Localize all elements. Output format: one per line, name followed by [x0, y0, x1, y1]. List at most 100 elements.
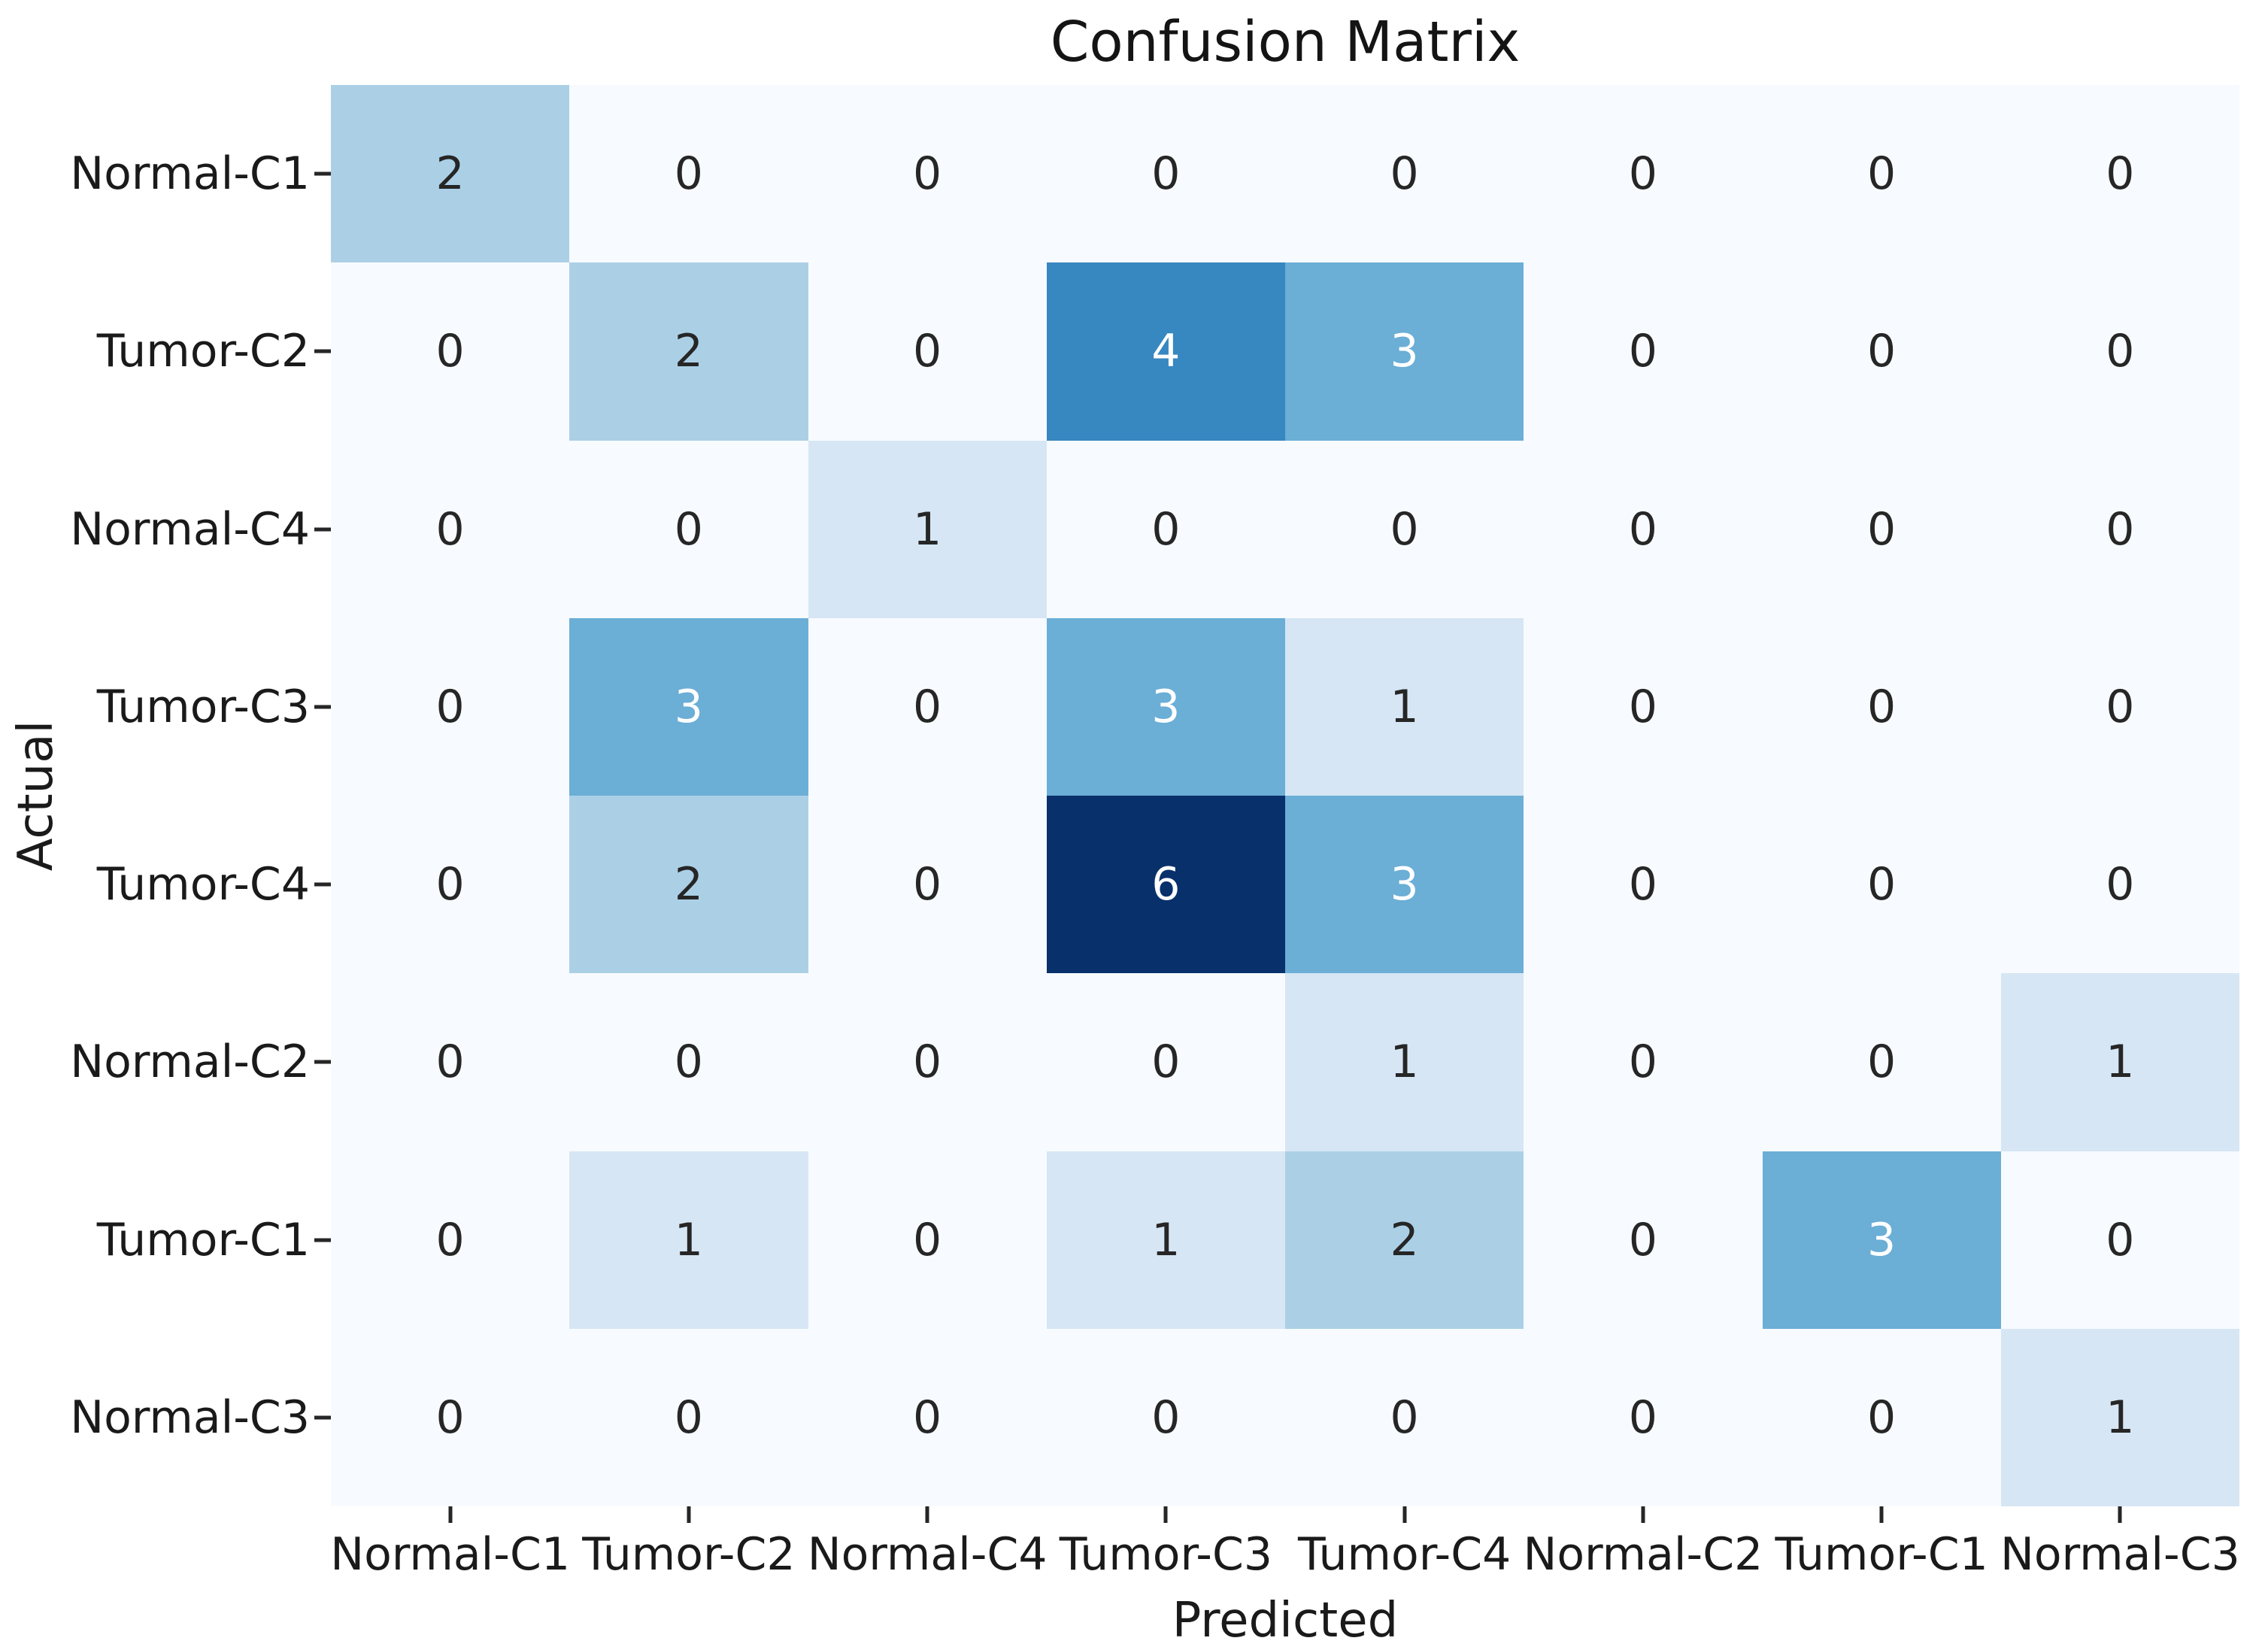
heatmap-cell: 0: [1285, 85, 1524, 263]
heatmap-cell: 0: [808, 617, 1047, 796]
heatmap-cell: 0: [1762, 1328, 2001, 1506]
heatmap-cell: 4: [1046, 262, 1285, 441]
y-tick-labels: Normal-C1 Tumor-C2 Normal-C4 Tumor-C3 Tumor-…: [0, 85, 310, 1506]
heatmap-cell: 0: [569, 1328, 808, 1506]
heatmap-cell: 0: [1046, 973, 1285, 1151]
heatmap-cell: 0: [331, 440, 570, 618]
heatmap-cell: 1: [808, 440, 1047, 618]
x-tick-mark: [1879, 1506, 1884, 1523]
y-tick-label: Normal-C3: [70, 1391, 310, 1444]
x-tick-mark: [1163, 1506, 1168, 1523]
heatmap-cell: 0: [1524, 85, 1763, 263]
heatmap-cell: 3: [1285, 796, 1524, 974]
heatmap-cell: 2: [569, 262, 808, 441]
x-tick-label: Tumor-C4: [1297, 1528, 1511, 1581]
x-tick-labels: Normal-C1 Tumor-C2 Normal-C4 Tumor-C3 Tumor-…: [330, 1528, 2240, 1581]
heatmap-cell: 0: [1524, 262, 1763, 441]
heatmap-cell: 0: [331, 1151, 570, 1329]
heatmap-cell: 0: [808, 796, 1047, 974]
heatmap-cell: 0: [1524, 1151, 1763, 1329]
heatmap-cell: 0: [1762, 440, 2001, 618]
heatmap-cell: 0: [2000, 796, 2239, 974]
heatmap-cell: 1: [1285, 617, 1524, 796]
heatmap-cell: 0: [1762, 973, 2001, 1151]
heatmap-cell: 0: [331, 1328, 570, 1506]
heatmap-cell: 0: [1285, 1328, 1524, 1506]
y-tick-label: Normal-C4: [70, 502, 310, 556]
heatmap-cell: 0: [331, 796, 570, 974]
heatmap-cell: 0: [1762, 617, 2001, 796]
heatmap-cell: 2: [569, 796, 808, 974]
heatmap-cell: 0: [1762, 262, 2001, 441]
heatmap-cell: 0: [2000, 85, 2239, 263]
x-tick-mark: [1402, 1506, 1407, 1523]
heatmap-cell: 0: [808, 973, 1047, 1151]
heatmap-cell: 0: [569, 85, 808, 263]
y-tick-mark: [314, 705, 331, 709]
y-tick-label: Tumor-C3: [96, 680, 310, 733]
y-tick-mark: [314, 1415, 331, 1420]
heatmap-cell: 3: [569, 617, 808, 796]
heatmap-cell: 0: [808, 85, 1047, 263]
y-tick-mark: [314, 882, 331, 887]
y-tick-label: Normal-C1: [70, 147, 310, 201]
heatmap-cell: 1: [1285, 973, 1524, 1151]
x-tick-label: Normal-C1: [330, 1528, 571, 1581]
x-tick-label: Normal-C4: [807, 1528, 1048, 1581]
heatmap-cell: 1: [2000, 973, 2239, 1151]
x-tick-marks: [331, 1506, 2239, 1524]
y-tick-mark: [314, 1238, 331, 1242]
heatmap-cell: 3: [1762, 1151, 2001, 1329]
heatmap-cell: 0: [1524, 796, 1763, 974]
x-tick-label: Normal-C3: [2000, 1528, 2240, 1581]
y-tick-label: Tumor-C2: [96, 325, 310, 378]
heatmap-cell: 0: [1524, 440, 1763, 618]
heatmap-cell: 2: [331, 85, 570, 263]
heatmap-cell: 0: [331, 617, 570, 796]
heatmap-cell: 0: [1285, 440, 1524, 618]
heatmap-cell: 3: [1285, 262, 1524, 441]
heatmap-cell: 1: [1046, 1151, 1285, 1329]
heatmap-cell: 0: [331, 262, 570, 441]
y-tick-label: Normal-C2: [70, 1036, 310, 1089]
x-tick-mark: [448, 1506, 453, 1523]
x-tick-mark: [2118, 1506, 2122, 1523]
heatmap-cell: 6: [1046, 796, 1285, 974]
heatmap-cell: 0: [1762, 85, 2001, 263]
heatmap-cell: 0: [2000, 1151, 2239, 1329]
y-tick-marks: [311, 85, 331, 1506]
x-tick-label: Tumor-C3: [1059, 1528, 1273, 1581]
heatmap-cell: 0: [808, 1328, 1047, 1506]
y-tick-mark: [314, 1060, 331, 1064]
x-tick-label: Tumor-C1: [1775, 1528, 1988, 1581]
x-axis-label: Predicted: [1172, 1593, 1399, 1648]
heatmap-cell: 0: [1524, 617, 1763, 796]
heatmap-cell: 0: [331, 973, 570, 1151]
heatmap-cell: 2: [1285, 1151, 1524, 1329]
heatmap-cell: 0: [1046, 85, 1285, 263]
y-tick-mark: [314, 171, 331, 176]
x-tick-label: Tumor-C2: [582, 1528, 796, 1581]
x-tick-mark: [925, 1506, 929, 1523]
y-tick-label: Tumor-C4: [96, 858, 310, 911]
heatmap-cell: 0: [569, 440, 808, 618]
heatmap-cell: 0: [1762, 796, 2001, 974]
heatmap-cell: 0: [2000, 262, 2239, 441]
heatmap-cell: 0: [569, 973, 808, 1151]
heatmap-cell: 1: [569, 1151, 808, 1329]
chart-title: Confusion Matrix: [1050, 10, 1521, 74]
heatmap-cell: 0: [1524, 973, 1763, 1151]
y-tick-label: Tumor-C1: [96, 1213, 310, 1266]
x-tick-label: Normal-C2: [1523, 1528, 1763, 1581]
heatmap-cell: 0: [1046, 440, 1285, 618]
heatmap-cell: 3: [1046, 617, 1285, 796]
heatmap-cell: 0: [808, 262, 1047, 441]
heatmap-cell: 1: [2000, 1328, 2239, 1506]
y-tick-mark: [314, 349, 331, 353]
heatmap-cell: 0: [2000, 617, 2239, 796]
y-tick-mark: [314, 527, 331, 532]
heatmap-cell: 0: [1046, 1328, 1285, 1506]
heatmap-cell: 0: [2000, 440, 2239, 618]
